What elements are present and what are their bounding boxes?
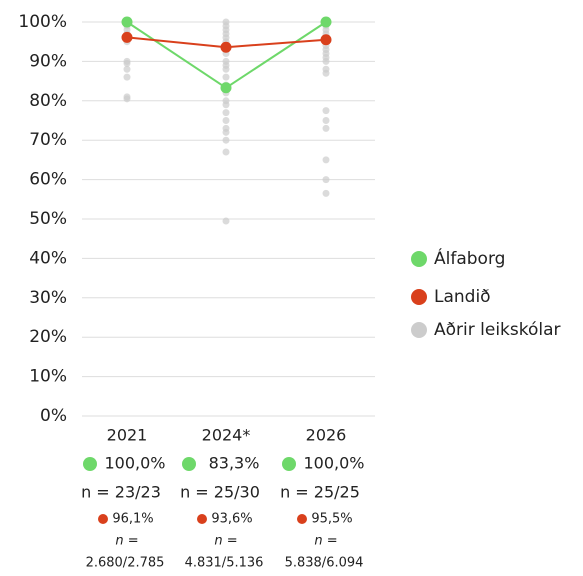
legend-label: Landið xyxy=(434,287,491,307)
scatter-dot xyxy=(322,57,330,65)
n-label: n = xyxy=(314,534,337,549)
legend-label: Aðrir leikskólar xyxy=(434,320,561,340)
scatter-dot xyxy=(222,109,230,117)
y-tick-label: 80% xyxy=(29,91,67,111)
scatter-dot xyxy=(322,117,330,124)
value-label: 83,3% xyxy=(209,454,260,473)
scatter-dot xyxy=(222,217,230,225)
scatter-dot xyxy=(222,101,230,109)
n-label: n = xyxy=(115,534,138,549)
legend-label: Álfaborg xyxy=(434,247,505,269)
x-tick-label: 2026 xyxy=(306,426,347,445)
y-tick-label: 40% xyxy=(29,248,67,268)
y-tick-label: 100% xyxy=(18,12,67,32)
scatter-dot xyxy=(322,176,330,184)
scatter-dot xyxy=(322,69,330,77)
n-label: n = 23/23 xyxy=(81,483,161,502)
value-label: 96,1% xyxy=(112,512,153,527)
y-tick-label: 70% xyxy=(29,130,67,150)
x-tick-label: 2021 xyxy=(107,426,148,445)
scatter-dot xyxy=(322,124,330,132)
scatter-dot xyxy=(322,156,330,164)
scatter-dot xyxy=(222,136,230,144)
x-tick-label: 2024* xyxy=(202,426,251,445)
scatter-dot xyxy=(222,128,230,136)
legend-dot xyxy=(411,322,427,338)
label-dot xyxy=(197,514,207,524)
scatter-dot xyxy=(222,73,230,81)
label-dot xyxy=(83,457,97,471)
scatter-dot xyxy=(222,148,230,156)
legend-dot xyxy=(411,251,427,267)
y-tick-label: 30% xyxy=(29,288,67,308)
scatter-dot xyxy=(123,59,131,67)
y-tick-label: 50% xyxy=(29,209,67,229)
series-dot xyxy=(121,31,133,43)
series-dot xyxy=(320,34,332,46)
value-label: 95,5% xyxy=(311,512,352,527)
y-tick-label: 0% xyxy=(40,406,67,426)
scatter-dot xyxy=(123,73,131,81)
scatter-dot xyxy=(123,65,131,73)
series-dot xyxy=(220,41,232,53)
y-tick-label: 90% xyxy=(29,51,67,71)
scatter-dot xyxy=(322,107,330,115)
n-label: 2.680/2.785 xyxy=(86,556,165,571)
y-tick-label: 10% xyxy=(29,367,67,387)
label-dot xyxy=(297,514,307,524)
value-label: 100,0% xyxy=(104,454,165,473)
series-dot xyxy=(220,82,232,94)
y-tick-label: 60% xyxy=(29,170,67,190)
series-dot xyxy=(320,16,332,28)
n-label: n = xyxy=(214,534,237,549)
value-label: 100,0% xyxy=(303,454,364,473)
label-dot xyxy=(98,514,108,524)
label-dot xyxy=(282,457,296,471)
scatter-dot xyxy=(222,117,230,124)
value-label: 93,6% xyxy=(211,512,252,527)
n-label: 5.838/6.094 xyxy=(285,556,364,571)
scatter-dot xyxy=(222,65,230,73)
label-dot xyxy=(182,457,196,471)
y-tick-label: 20% xyxy=(29,327,67,347)
scatter-dot xyxy=(322,189,330,197)
series-dot xyxy=(121,16,133,28)
n-label: n = 25/25 xyxy=(280,483,360,502)
legend-dot xyxy=(411,289,427,305)
scatter-dot xyxy=(123,95,131,103)
n-label: 4.831/5.136 xyxy=(185,556,264,571)
n-label: n = 25/30 xyxy=(180,483,260,502)
